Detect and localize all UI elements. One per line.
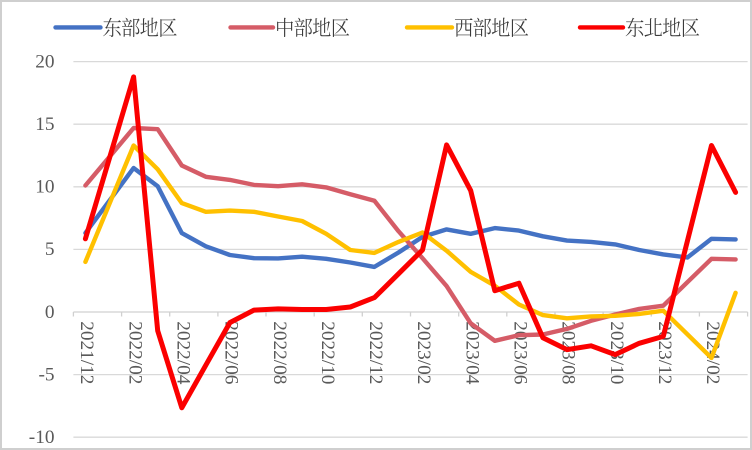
- svg-text:2022/08: 2022/08: [269, 321, 290, 384]
- svg-text:2022/04: 2022/04: [173, 321, 194, 385]
- svg-text:2022/02: 2022/02: [124, 321, 145, 384]
- svg-text:5: 5: [45, 239, 55, 260]
- svg-text:0: 0: [45, 302, 55, 323]
- svg-text:15: 15: [35, 114, 54, 135]
- svg-text:-10: -10: [29, 427, 55, 448]
- svg-text:2022/12: 2022/12: [365, 321, 386, 384]
- svg-text:2023/02: 2023/02: [413, 321, 434, 384]
- svg-text:10: 10: [35, 177, 54, 198]
- svg-text:-5: -5: [38, 364, 54, 385]
- svg-text:2022/06: 2022/06: [221, 321, 242, 385]
- svg-text:20: 20: [35, 51, 54, 72]
- svg-text:2022/10: 2022/10: [317, 321, 338, 384]
- svg-text:2023/06: 2023/06: [510, 321, 531, 385]
- svg-text:2023/08: 2023/08: [558, 321, 579, 384]
- svg-text:2021/12: 2021/12: [76, 321, 97, 384]
- svg-text:2023/04: 2023/04: [461, 321, 482, 385]
